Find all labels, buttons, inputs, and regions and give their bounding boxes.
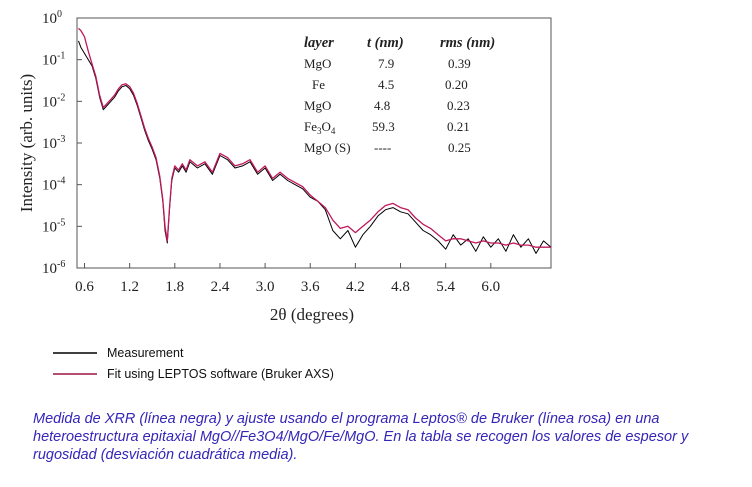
table-cell: 0.21 [447,119,470,134]
legend-label-measurement: Measurement [107,346,184,360]
x-axis-label: 2θ (degrees) [270,305,354,324]
table-cell: 59.3 [372,119,395,134]
table-header-layer: layer [304,35,334,51]
table-cell: MgO [304,98,331,113]
table-cell: 0.39 [448,56,471,71]
y-tick-labels: 100 10-1 10-2 10-3 10-4 10-5 10-6 [42,9,82,277]
y-tick-label: 100 [42,9,62,27]
y-tick-label: 10-2 [42,92,65,110]
y-tick-label: 10-1 [42,51,65,69]
legend: Measurement Fit using LEPTOS software (B… [53,346,334,381]
table-header-rms: rms (nm) [440,35,495,51]
table-cell: Fe [312,77,325,92]
series-layer [78,27,552,254]
x-tick-label: 5.4 [436,279,455,295]
table-header-t: t (nm) [367,35,404,51]
series-fit-line [78,27,551,248]
x-tick-label: 6.0 [481,279,500,295]
table-cell: 0.25 [448,140,471,155]
table-cell: 7.9 [378,56,394,71]
figure-caption: Medida de XRR (línea negra) y ajuste usa… [33,411,689,463]
x-tick-labels: 0.6 1.2 1.8 2.4 3.0 3.6 4.2 4.8 5.4 6.0 [75,263,500,295]
legend-label-fit: Fit using LEPTOS software (Bruker AXS) [107,367,334,381]
table-cell: 4.5 [378,77,394,92]
table-cell: MgO [304,56,331,71]
x-tick-label: 3.6 [301,279,320,295]
y-tick-label: 10-3 [42,134,65,152]
inset-table: layer t (nm) rms (nm) MgO 7.9 0.39 Fe 4.… [304,35,495,155]
xrr-chart: 100 10-1 10-2 10-3 10-4 10-5 10-6 0.6 1.2 1.8 2.4… [17,9,552,381]
y-tick-label: 10-6 [42,259,65,277]
x-tick-label: 4.8 [391,279,410,295]
x-tick-label: 3.0 [256,279,275,295]
x-tick-label: 4.2 [346,279,365,295]
y-axis-label: Intensity (arb. units) [17,74,36,212]
table-cell-fe3o4: Fe3O4 [304,119,336,136]
x-tick-label: 2.4 [211,279,230,295]
y-tick-label: 10-5 [42,217,65,235]
table-cell: 4.8 [374,98,390,113]
x-tick-label: 0.6 [75,279,94,295]
table-cell: ---- [374,140,391,155]
table-cell: MgO (S) [304,140,351,155]
table-cell: 0.23 [447,98,470,113]
y-tick-label: 10-4 [42,176,65,194]
x-tick-label: 1.8 [165,279,184,295]
table-cell: 0.20 [445,77,468,92]
x-tick-label: 1.2 [120,279,139,295]
